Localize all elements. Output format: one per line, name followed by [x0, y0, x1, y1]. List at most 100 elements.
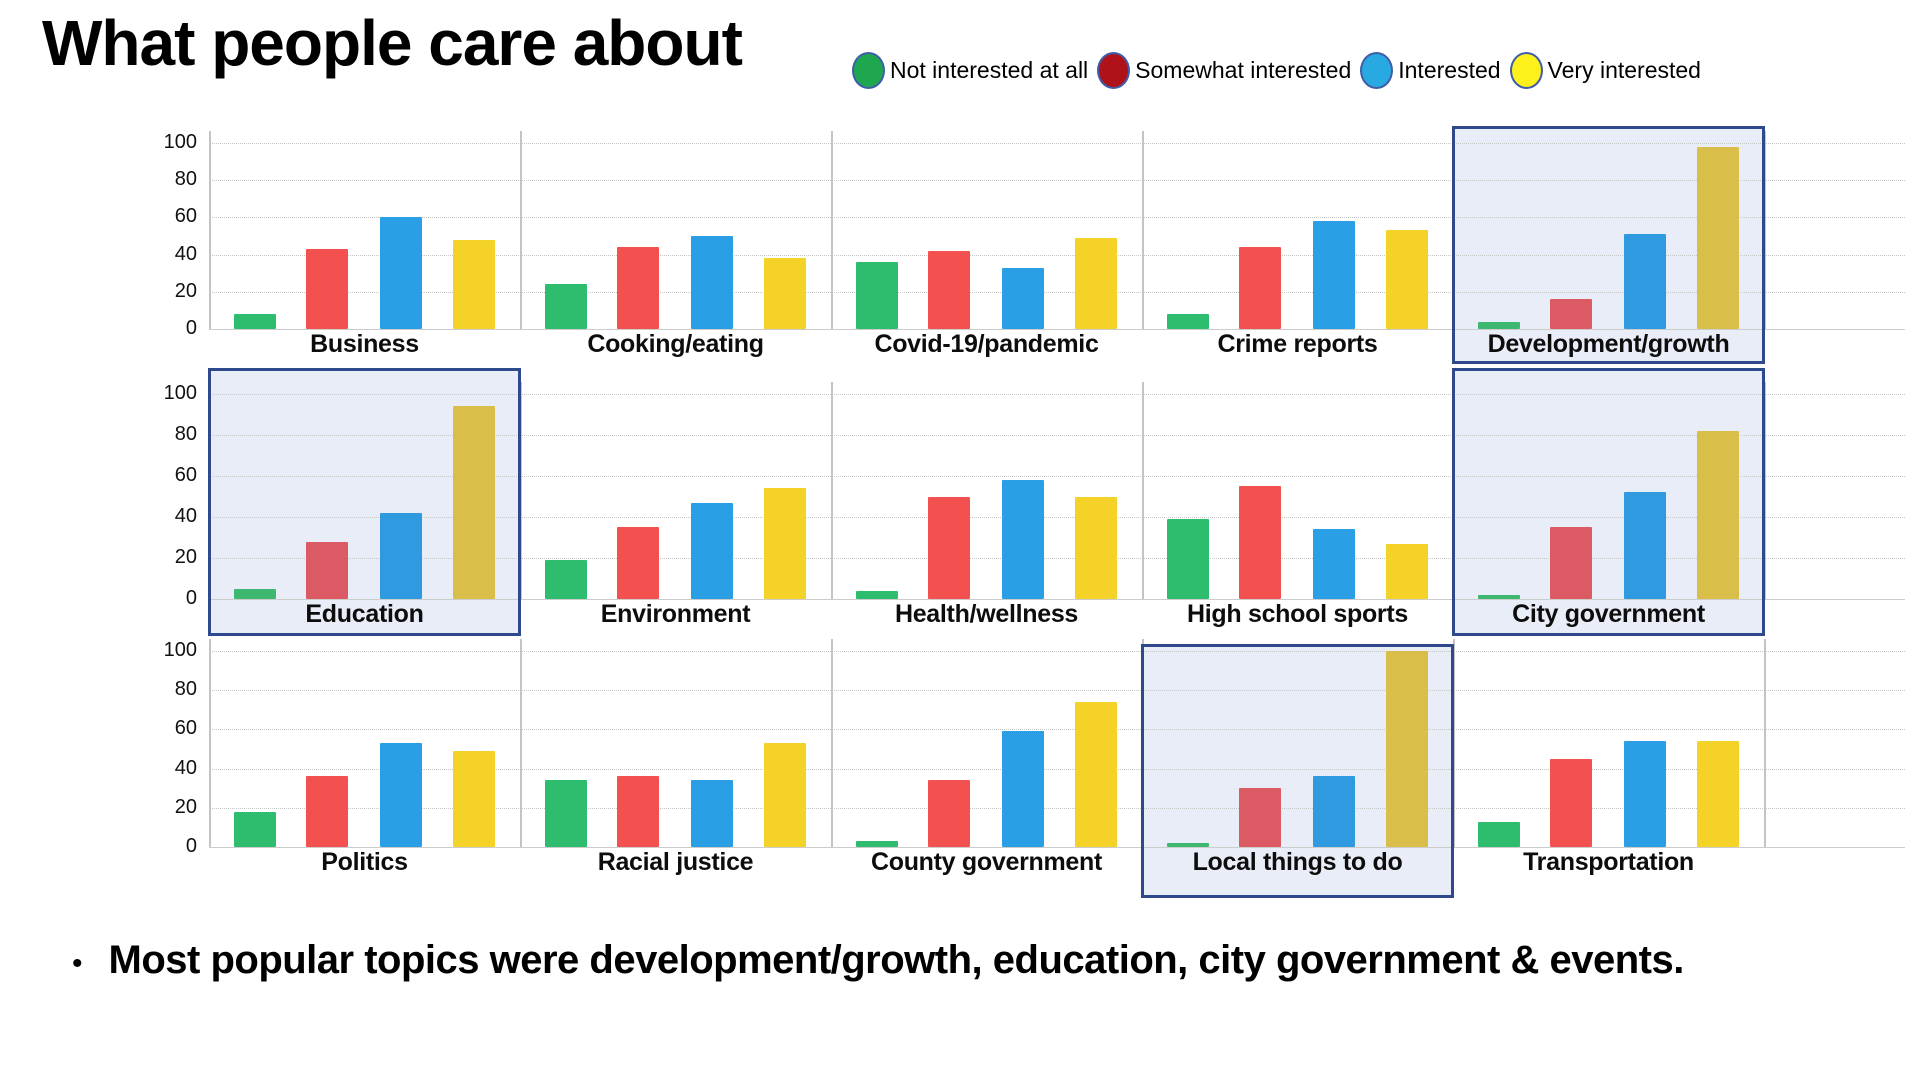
y-tick-label-80: 80 [174, 678, 197, 701]
chart-label: Health/wellness [894, 600, 1079, 628]
gridline-100 [209, 394, 1905, 395]
bar-green-high-school-sports [1167, 519, 1209, 599]
y-tick-label-60: 60 [174, 464, 197, 486]
y-axis-line [831, 131, 833, 329]
bullet-text: Most popular topics were development/gro… [108, 938, 1685, 982]
x-axis-baseline [209, 847, 1905, 848]
bar-yellow-cooking-eating [764, 258, 806, 329]
gridline-80 [209, 690, 1905, 692]
chart-label: Crime reports [1217, 330, 1378, 358]
bar-yellow-racial-justice [764, 743, 806, 847]
bar-blue-development-growth [1624, 234, 1666, 329]
gridline-20 [209, 558, 1905, 559]
bar-green-politics [234, 811, 276, 847]
bar-green-business [234, 314, 276, 329]
bar-red-covid-19-pandemic [928, 250, 970, 329]
bar-green-education [234, 588, 276, 599]
chart-label: Covid-19/pandemic [874, 330, 1099, 358]
chart-label: Development/growth [1487, 330, 1730, 358]
y-tick-label-60: 60 [174, 205, 197, 228]
y-tick-label-20: 20 [174, 795, 197, 818]
legend-swatch-icon [1360, 52, 1394, 89]
bar-green-crime-reports [1167, 314, 1209, 329]
y-axis-line [1453, 639, 1455, 847]
chart-label: Racial justice [597, 848, 754, 876]
bar-green-health-wellness [856, 590, 898, 599]
y-axis-line [1764, 639, 1766, 847]
summary-bullet: • Most popular topics were development/g… [72, 938, 1684, 990]
y-axis-line [1142, 131, 1144, 329]
gridline-60 [209, 729, 1905, 731]
bar-green-development-growth [1478, 321, 1520, 329]
gridline-80 [209, 180, 1905, 182]
bar-blue-crime-reports [1313, 221, 1355, 329]
legend-item-1: Not interested at all [852, 52, 1088, 89]
legend-swatch-icon [1097, 52, 1131, 89]
gridline-100 [209, 651, 1905, 652]
y-tick-label-20: 20 [174, 546, 197, 568]
legend-label: Somewhat interested [1135, 57, 1352, 83]
y-axis-line [520, 131, 522, 329]
bar-blue-cooking-eating [691, 236, 733, 329]
bar-red-cooking-eating [617, 247, 659, 329]
y-tick-label-80: 80 [174, 423, 197, 445]
bar-yellow-crime-reports [1386, 230, 1428, 329]
y-axis-line [209, 131, 211, 329]
bar-blue-covid-19-pandemic [1002, 267, 1044, 329]
x-axis-baseline [209, 329, 1905, 330]
bar-red-city-government [1550, 527, 1592, 599]
bar-blue-racial-justice [691, 780, 733, 847]
bar-yellow-transportation [1697, 741, 1739, 847]
gridline-60 [209, 217, 1905, 219]
y-axis-line [831, 639, 833, 847]
highlight-box-border [1141, 644, 1454, 898]
chart-label: Environment [600, 600, 751, 628]
page-title: What people care about [42, 7, 743, 79]
bar-green-county-government [856, 841, 898, 847]
gridline-40 [209, 517, 1905, 518]
gridline-40 [209, 254, 1905, 256]
legend-label: Interested [1398, 57, 1501, 83]
gridline-20 [209, 291, 1905, 293]
bar-yellow-politics [453, 750, 495, 847]
legend-swatch-icon [1509, 52, 1543, 89]
y-axis-line [1142, 382, 1144, 599]
bar-red-health-wellness [928, 496, 970, 599]
bar-red-environment [617, 527, 659, 599]
chart-label: County government [870, 848, 1103, 876]
bar-yellow-covid-19-pandemic [1075, 237, 1117, 329]
y-axis-line [1764, 131, 1766, 329]
bar-red-transportation [1550, 758, 1592, 847]
y-tick-label-40: 40 [174, 756, 197, 779]
bar-green-covid-19-pandemic [856, 262, 898, 329]
y-tick-label-100: 100 [163, 639, 197, 661]
bar-blue-environment [691, 502, 733, 599]
chart-label: City government [1512, 600, 1705, 628]
bar-red-racial-justice [617, 776, 659, 847]
bar-yellow-environment [764, 488, 806, 599]
y-tick-label-100: 100 [163, 131, 197, 153]
bar-yellow-high-school-sports [1386, 543, 1428, 599]
gridline-20 [209, 807, 1905, 809]
y-tick-label-60: 60 [174, 717, 197, 740]
y-axis-line [520, 382, 522, 599]
chart-label: Cooking/eating [587, 330, 764, 358]
bar-blue-county-government [1002, 731, 1044, 847]
bar-yellow-local-things-to-do [1386, 651, 1428, 847]
bar-yellow-city-government [1697, 430, 1739, 599]
bar-blue-education [380, 512, 422, 599]
bar-blue-high-school-sports [1313, 529, 1355, 599]
chart-label: High school sports [1186, 600, 1408, 628]
gridline-80 [209, 435, 1905, 436]
bar-yellow-county-government [1075, 701, 1117, 847]
bar-blue-city-government [1624, 492, 1666, 599]
bar-green-environment [545, 560, 587, 599]
chart-label: Education [305, 600, 424, 628]
y-tick-label-0: 0 [185, 317, 197, 339]
y-tick-label-40: 40 [174, 242, 197, 265]
highlight-box-border [1452, 368, 1765, 636]
bar-yellow-education [453, 406, 495, 599]
bar-red-high-school-sports [1239, 486, 1281, 599]
chart-label: Business [310, 330, 419, 358]
bar-green-cooking-eating [545, 284, 587, 329]
